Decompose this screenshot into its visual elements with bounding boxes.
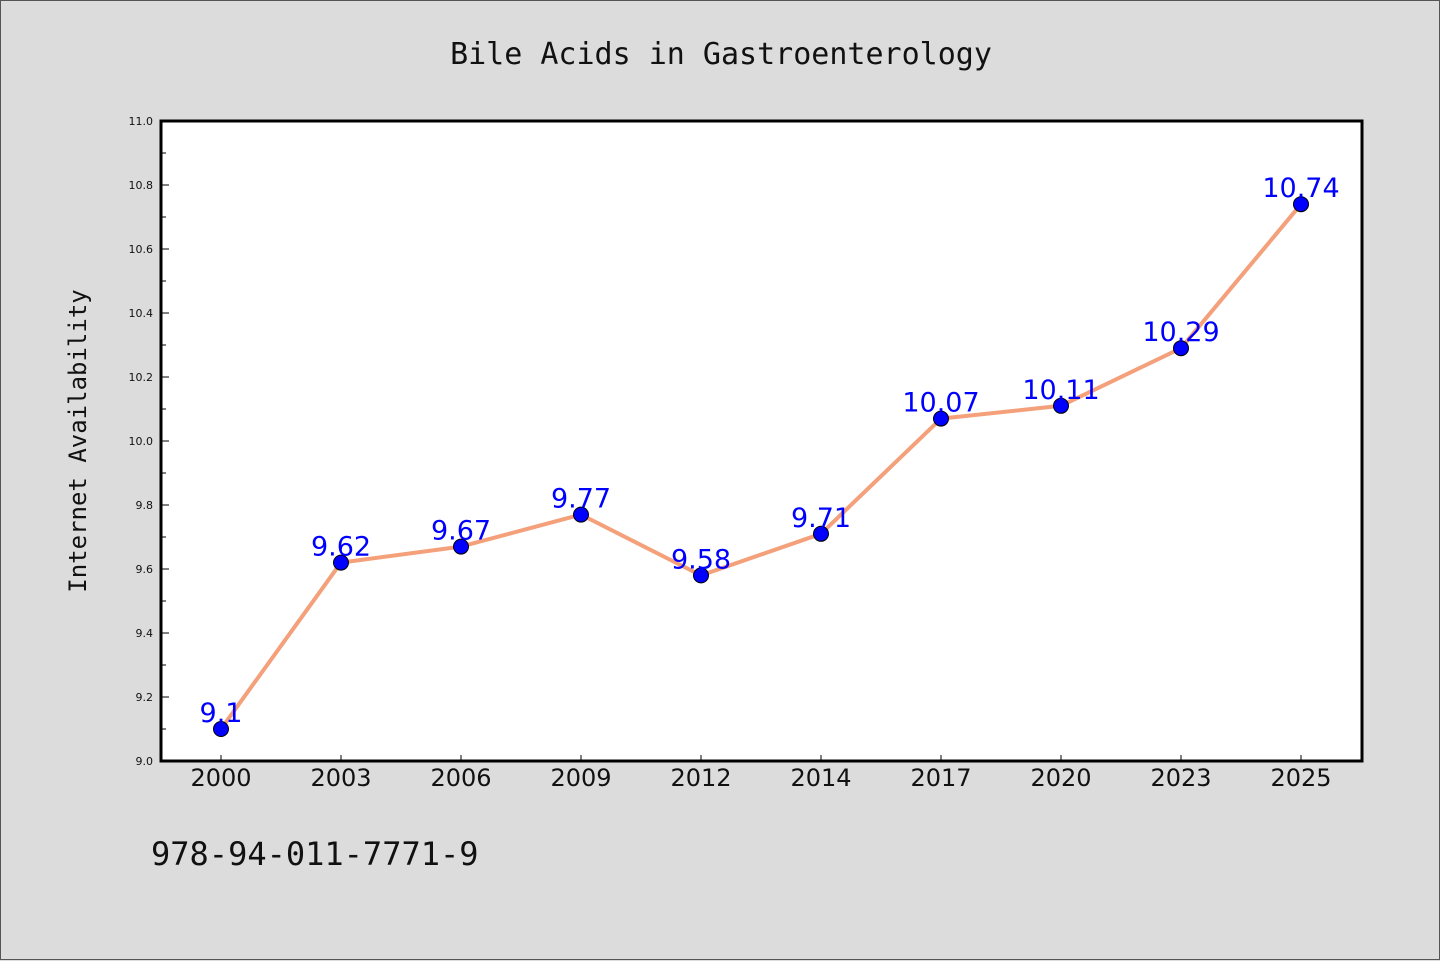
y-axis-ticks: 9.0 9.2 9.4 9.6 9.8 10.0 10.2 10.4 10.6 10.8 11.0	[129, 115, 169, 768]
y-tick-label: 9.6	[136, 563, 154, 576]
data-label: 9.1	[200, 698, 243, 729]
data-point	[813, 525, 829, 542]
x-tick-label: 2000	[190, 764, 251, 792]
y-tick-label: 9.0	[136, 755, 154, 768]
x-tick-label: 2020	[1030, 764, 1091, 792]
x-tick-label: 2012	[670, 764, 731, 792]
y-tick-label: 10.6	[129, 243, 154, 256]
data-point	[1293, 196, 1309, 213]
y-tick-label: 10.0	[129, 435, 154, 448]
data-label: 9.77	[551, 484, 611, 515]
x-tick-label: 2003	[310, 764, 371, 792]
data-point	[1173, 340, 1189, 357]
y-axis-label: Internet Availability	[64, 289, 92, 592]
data-point	[213, 721, 229, 737]
x-tick-label: 2014	[790, 764, 851, 792]
footnote-isbn: 978-94-011-7771-9	[151, 835, 479, 873]
data-label: 10.11	[1022, 375, 1099, 406]
data-point	[573, 506, 589, 523]
data-label: 9.58	[671, 544, 731, 575]
data-point	[693, 567, 709, 584]
y-tick-label: 10.2	[129, 371, 154, 384]
data-label: 10.07	[902, 388, 979, 419]
data-point	[1053, 397, 1069, 414]
y-tick-label: 9.8	[136, 499, 154, 512]
x-axis-ticks: 2000 2003 2006 2009 2012 2014 2017 2020 2023 2025	[190, 755, 1332, 792]
x-tick-label: 2023	[1150, 764, 1211, 792]
x-tick-label: 2006	[430, 764, 491, 792]
y-tick-label: 11.0	[129, 115, 154, 128]
data-point	[333, 554, 349, 571]
y-tick-label: 9.4	[136, 627, 154, 640]
data-point	[453, 538, 469, 555]
data-label: 10.74	[1262, 173, 1339, 204]
plot-area	[159, 119, 1364, 763]
chart-title: Bile Acids in Gastroenterology	[450, 37, 992, 72]
y-tick-label: 10.8	[129, 179, 154, 192]
data-label: 9.67	[431, 516, 491, 547]
data-label: 10.29	[1142, 317, 1219, 348]
x-tick-label: 2017	[910, 764, 971, 792]
series-line-group: 9.1 9.62 9.67 9.77 9.58 9.71 10.07 10.11 10.29 10…	[200, 173, 1340, 737]
y-tick-label: 9.2	[136, 691, 154, 704]
data-label: 9.71	[791, 503, 851, 534]
y-tick-label: 10.4	[129, 307, 154, 320]
x-tick-label: 2009	[550, 764, 611, 792]
x-tick-label: 2025	[1270, 764, 1331, 792]
series-line	[219, 202, 1303, 731]
data-point	[933, 410, 949, 427]
data-label: 9.62	[311, 532, 371, 563]
